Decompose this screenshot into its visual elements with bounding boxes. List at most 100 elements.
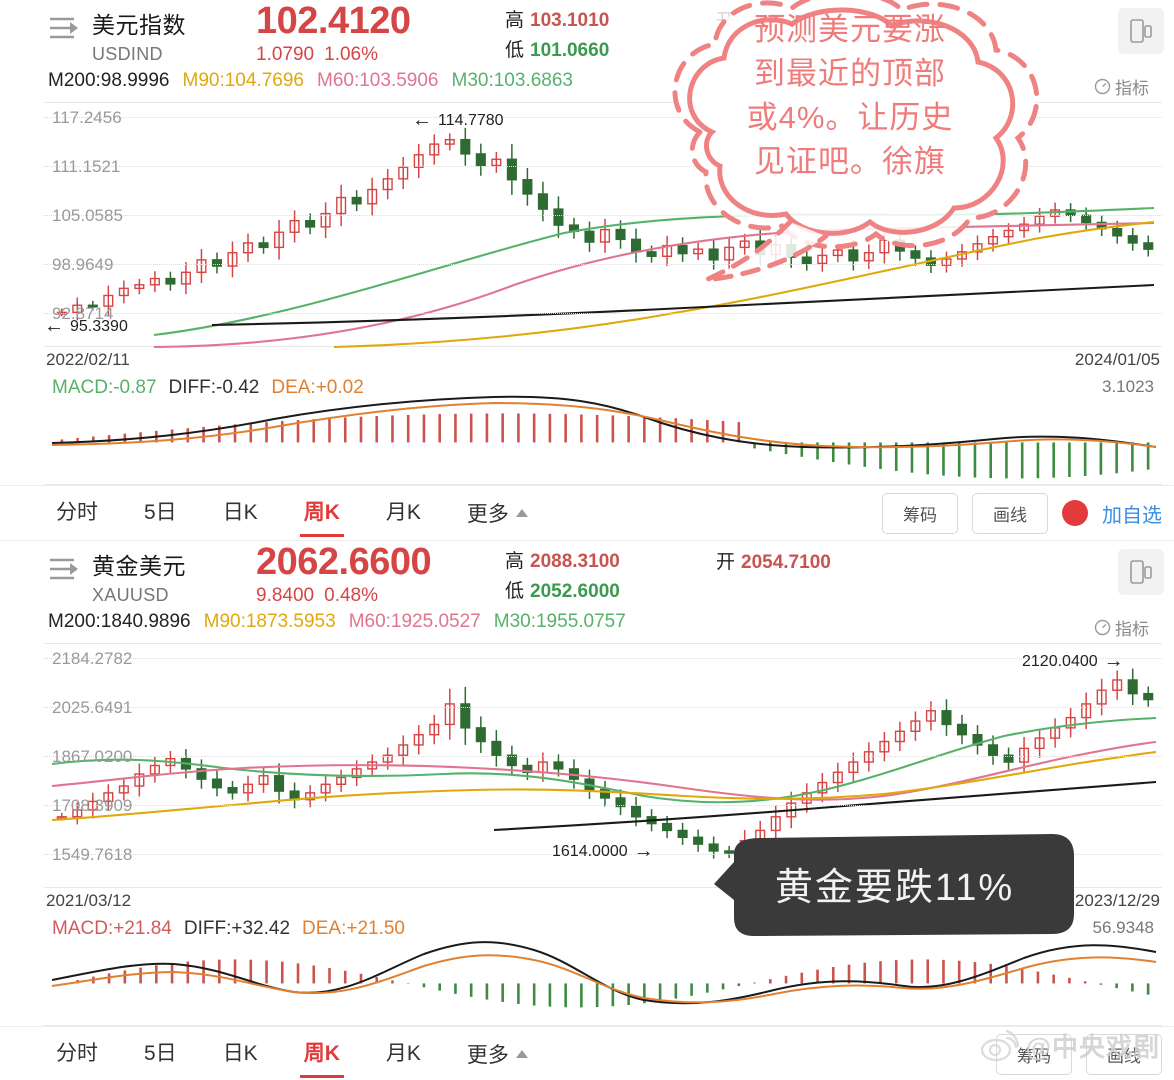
usdind-indicator-button[interactable]: 指标 [1094,74,1162,99]
usd-bubble-line-3: 或4%。让历史 [746,100,954,135]
tab-more-label: 更多 [466,503,509,526]
usdind-date-start: 2022/02/11 [46,350,130,369]
usdind-yaxis-3: 98.9649 [52,255,114,274]
gauge-icon [1094,78,1111,95]
usdind-ma60: M60:103.5906 [317,70,439,91]
xauusd-annotation-peak: 2120.0400 [1022,650,1124,673]
xauusd-macd-chart[interactable]: MACD:+21.84 DIFF:+32.42 DEA:+21.50 56.9348 [44,914,1162,1026]
usdind-date-axis: 2022/02/11 2024/01/05 [44,347,1162,373]
tab-monthk-2[interactable]: 月K [385,1042,421,1065]
xauusd-change-block: 9.8400 0.48% [256,585,431,607]
gauge-icon [1094,619,1111,636]
xauusd-change-abs: 9.8400 [256,585,315,606]
tab-dayk[interactable]: 日K [222,501,258,524]
usdind-tab-list: 分时 5日 日K 周K 月K 更多 [0,496,528,537]
xauusd-high-label: 高 [505,551,525,572]
usdind-yaxis-2: 105.0585 [52,206,123,225]
usdind-diff-value: DIFF:-0.42 [168,377,260,398]
usdind-ma200: M200:98.9996 [48,70,170,91]
usd-bubble-line-2: 到最近的顶部 [754,56,946,91]
usdind-macd-scale: 3.1023 [1102,377,1154,396]
usdind-date-end: 2024/01/05 [1074,350,1160,369]
xauusd-candles [51,668,1157,864]
xauusd-yaxis-0: 2184.2782 [52,649,133,668]
usdind-indicator-label: 指标 [1115,79,1149,98]
xauusd-macd-value: MACD:+21.84 [52,918,172,939]
usdind-change-abs: 1.0790 [256,44,315,65]
chips-button-2[interactable]: 筹码 [996,1033,1072,1075]
usdind-change-pct: 1.06% [324,44,378,65]
xauusd-annotation-support: 1614.0000 [552,840,654,863]
tab-more-2[interactable]: 更多 [467,1039,528,1069]
xauusd-code: XAUUSD [92,585,169,605]
xauusd-tabbar-actions: 筹码 画线 [996,1033,1162,1075]
xauusd-tabbar[interactable]: 分时 5日 日K 周K 月K 更多 筹码 画线 [0,1026,1174,1080]
usdind-price-chart[interactable]: 117.2456 111.1521 105.0585 98.9649 92.87… [44,102,1162,348]
draw-button[interactable]: 画线 [972,492,1048,534]
usd-prediction-text: 预测美元要涨 到最近的顶部 或4%。让历史 见证吧。徐旗 [700,8,1000,184]
xauusd-high-low: 高 2088.3100 低 2052.6000 [505,547,620,607]
xauusd-high-value: 2088.3100 [530,551,620,572]
usdind-yaxis-0: 117.2456 [52,108,122,127]
usdind-high-label: 高 [505,10,525,31]
record-dot-icon[interactable] [1062,500,1088,526]
tab-minute[interactable]: 分时 [56,501,98,524]
xauusd-ma60: M60:1925.0527 [348,611,481,632]
tab-dayk-2[interactable]: 日K [222,1042,258,1065]
xauusd-dea-value: DEA:+21.50 [302,918,406,939]
usdind-macd-chart[interactable]: MACD:-0.87 DIFF:-0.42 DEA:+0.02 3.1023 [44,373,1162,485]
xauusd-ma-row: M200:1840.9896 M90:1873.5953 M60:1925.0527… [0,611,1174,643]
order-flow-icon[interactable] [48,553,88,585]
usdind-ma-row: M200:98.9996 M90:104.7696 M60:103.5906 M30:… [0,70,1174,102]
usdind-macd-bars [51,395,1157,479]
tab-5day[interactable]: 5日 [144,501,177,524]
xauusd-yaxis-4: 1549.7618 [52,845,133,864]
usdind-annotation-trough: 95.3390 [44,315,128,338]
tab-weekk[interactable]: 周K [299,496,345,537]
xauusd-chart-block[interactable]: 2184.2782 2025.6491 1867.0200 1708.3909 … [44,643,1162,1026]
xauusd-low-value: 2052.6000 [530,581,620,602]
usdind-macd-value: MACD:-0.87 [52,377,157,398]
usdind-change-block: 1.0790 1.06% [256,44,411,66]
usdind-price-block: 102.4120 1.0790 1.06% [256,0,411,66]
xauusd-ma90: M90:1873.5953 [203,611,336,632]
xauusd-tab-list: 分时 5日 日K 周K 月K 更多 [0,1037,528,1078]
gold-prediction-text: 黄金要跌11% [774,866,1015,909]
usdind-yaxis-1: 111.1521 [52,157,121,176]
xauusd-macd-bars [51,941,1157,1008]
usdind-chart-block[interactable]: 117.2456 111.1521 105.0585 98.9649 92.87… [44,102,1162,485]
draw-button-2[interactable]: 画线 [1086,1033,1162,1075]
usdind-high-value: 103.1010 [530,10,610,31]
tab-weekk-2[interactable]: 周K [299,1037,345,1078]
xauusd-indicator-label: 指标 [1115,620,1149,639]
usdind-name-block[interactable]: 美元指数 USDIND [92,6,186,65]
tab-more-label-2: 更多 [466,1044,509,1067]
usdind-high-low: 高 103.1010 低 101.0660 [505,6,609,66]
usdind-tabbar[interactable]: 分时 5日 日K 周K 月K 更多 筹码 画线 加自选 [0,485,1174,541]
usd-bubble-line-4: 见证吧。徐旗 [754,144,946,179]
xauusd-diff-value: DIFF:+32.42 [183,918,291,939]
xauusd-yaxis-3: 1708.3909 [52,796,133,815]
xauusd-name: 黄金美元 [92,553,186,579]
xauusd-indicator-button[interactable]: 指标 [1094,615,1162,640]
tab-5day-2[interactable]: 5日 [144,1042,177,1065]
chips-button[interactable]: 筹码 [882,492,958,534]
chevron-up-icon [515,509,528,517]
tab-more[interactable]: 更多 [467,498,528,528]
add-to-watchlist-button[interactable]: 加自选 [1102,504,1162,527]
device-compare-icon[interactable] [1118,8,1164,54]
xauusd-open: 开 2054.7100 [716,547,831,574]
order-flow-icon[interactable] [48,12,88,44]
usdind-ma30: M30:103.6863 [451,70,574,91]
tab-minute-2[interactable]: 分时 [56,1042,98,1065]
usdind-ma90: M90:104.7696 [182,70,305,91]
xauusd-name-block[interactable]: 黄金美元 XAUUSD [92,547,186,606]
xauusd-last-price: 2062.6600 [256,541,432,583]
device-compare-icon[interactable] [1118,549,1164,595]
tab-monthk[interactable]: 月K [385,501,421,524]
xauusd-quote-header: 黄金美元 XAUUSD 2062.6600 9.8400 0.48% 高 2088.… [0,541,1174,611]
xauusd-price-chart[interactable]: 2184.2782 2025.6491 1867.0200 1708.3909 … [44,643,1162,888]
xauusd-change-pct: 0.48% [324,585,378,606]
xauusd-macd-header: MACD:+21.84 DIFF:+32.42 DEA:+21.50 [52,918,417,940]
